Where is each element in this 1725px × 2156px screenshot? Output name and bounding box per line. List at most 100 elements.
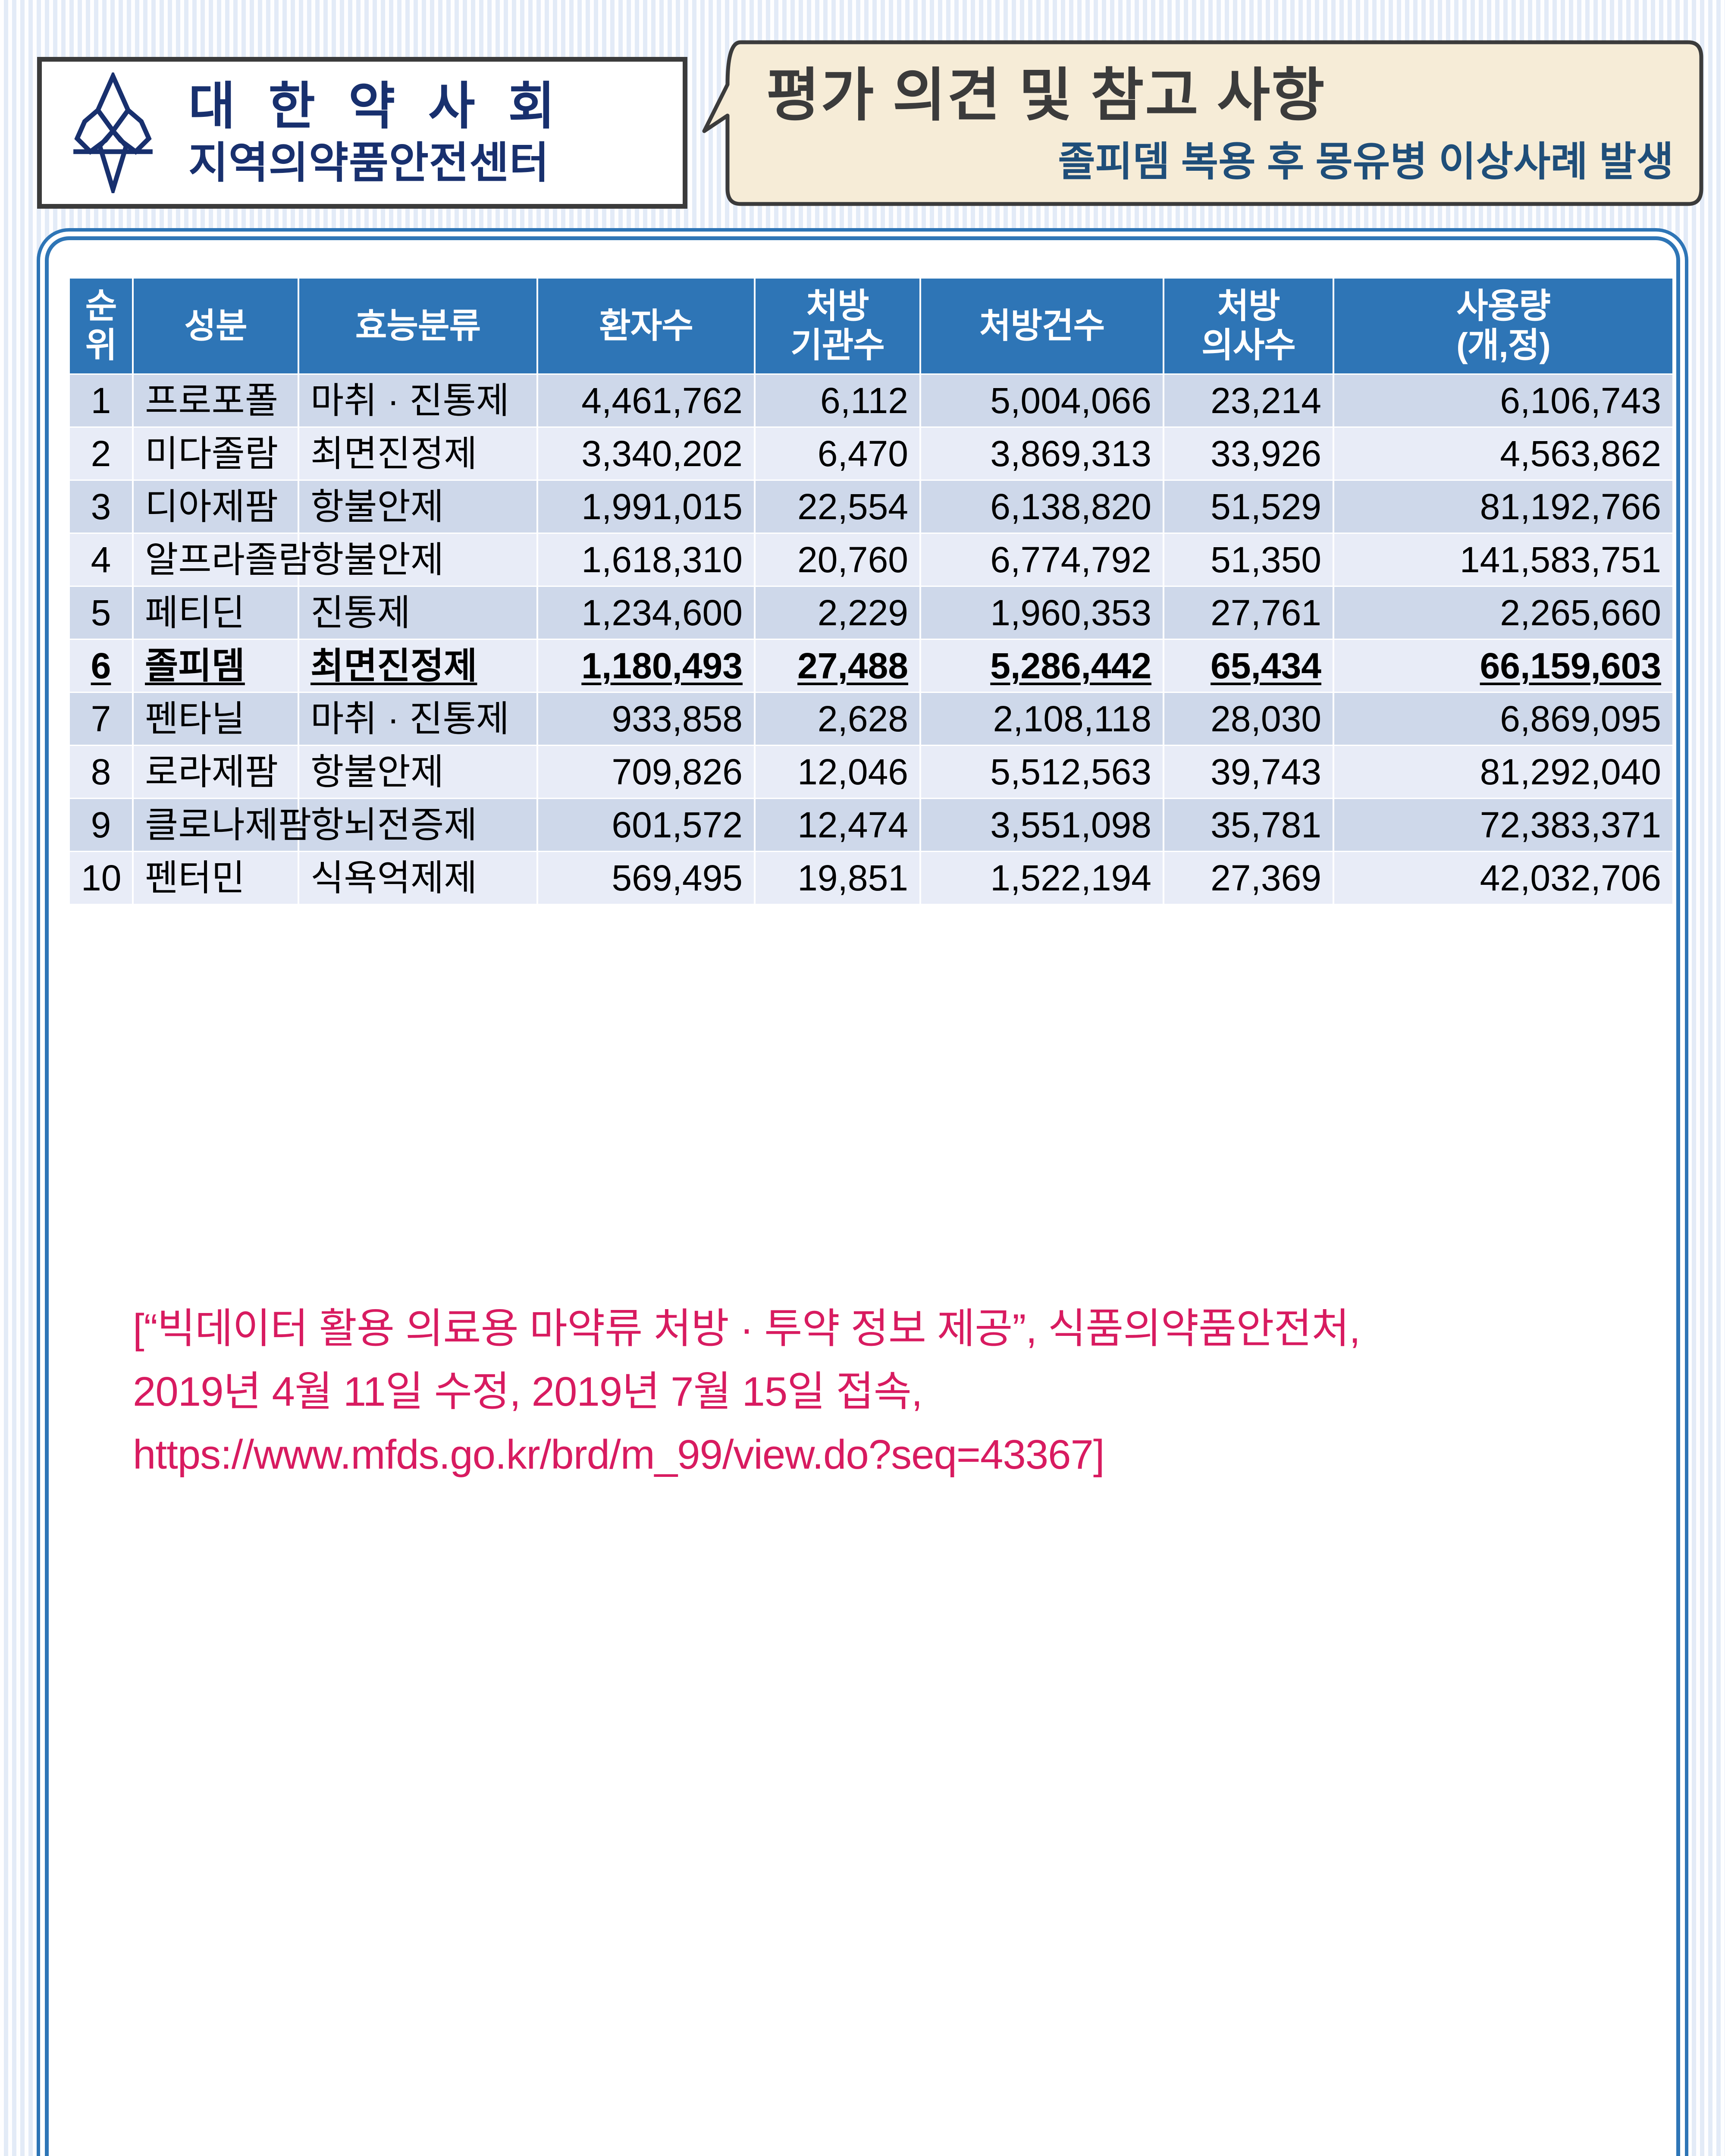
cell-rx: 2,108,118	[921, 693, 1163, 745]
cell-name: 페티딘	[134, 587, 298, 639]
citation-line-1: [“빅데이터 활용 의료용 마약류 처방 · 투약 정보 제공”, 식품의약품안…	[133, 1306, 1361, 1352]
cell-pat: 4,461,762	[538, 375, 754, 427]
cell-class: 항불안제	[299, 746, 536, 798]
cell-pat: 1,618,310	[538, 534, 754, 586]
logo-center-name: 지역의약품안전센터	[188, 139, 549, 187]
cell-rx: 1,960,353	[921, 587, 1163, 639]
table-row: 10 펜터민 식욕억제제 569,495 19,851 1,522,194 27,369 42…	[70, 852, 1672, 904]
cell-rank: 8	[70, 746, 132, 798]
cell-amt: 66,159,603	[1334, 640, 1672, 692]
cell-rx: 3,551,098	[921, 799, 1163, 851]
cell-pat: 1,991,015	[538, 481, 754, 533]
cell-inst: 2,628	[756, 693, 919, 745]
cell-class: 최면진정제	[299, 640, 536, 692]
cell-inst: 22,554	[756, 481, 919, 533]
page-header: 대 한 약 사 회 지역의약품안전센터 평가 의견 및 참고 사항 졸피뎀 복용…	[0, 0, 1725, 216]
organization-logo-box: 대 한 약 사 회 지역의약품안전센터	[37, 57, 687, 209]
cell-inst: 27,488	[756, 640, 919, 692]
cell-rx: 1,522,194	[921, 852, 1163, 904]
table-row: 1 프로포폴 마취 · 진통제 4,461,762 6,112 5,004,066 23,2…	[70, 375, 1672, 427]
cell-pat: 3,340,202	[538, 428, 754, 480]
title-callout: 평가 의견 및 참고 사항 졸피뎀 복용 후 몽유병 이상사례 발생	[701, 38, 1706, 208]
cell-name: 펜타닐	[134, 693, 298, 745]
column-header-rx: 처방건수	[921, 279, 1163, 374]
page-title: 평가 의견 및 참고 사항	[766, 63, 1326, 128]
cell-class: 마취 · 진통제	[299, 375, 536, 427]
cell-inst: 12,046	[756, 746, 919, 798]
cell-class: 식욕억제제	[299, 852, 536, 904]
cell-doc: 65,434	[1164, 640, 1333, 692]
cell-pat: 1,234,600	[538, 587, 754, 639]
cell-pat: 1,180,493	[538, 640, 754, 692]
cell-inst: 2,229	[756, 587, 919, 639]
cell-pat: 709,826	[538, 746, 754, 798]
cell-name: 디아제팜	[134, 481, 298, 533]
cell-doc: 35,781	[1164, 799, 1333, 851]
cell-amt: 2,265,660	[1334, 587, 1672, 639]
table-row: 3 디아제팜 항불안제 1,991,015 22,554 6,138,820 51,529 8…	[70, 481, 1672, 533]
cell-amt: 72,383,371	[1334, 799, 1672, 851]
cell-rx: 3,869,313	[921, 428, 1163, 480]
cell-rank: 4	[70, 534, 132, 586]
cell-rank: 10	[70, 852, 132, 904]
cell-amt: 141,583,751	[1334, 534, 1672, 586]
cell-rank: 2	[70, 428, 132, 480]
callout-text-group: 평가 의견 및 참고 사항 졸피뎀 복용 후 몽유병 이상사례 발생	[701, 38, 1706, 208]
cell-amt: 6,869,095	[1334, 693, 1672, 745]
cell-inst: 19,851	[756, 852, 919, 904]
cell-pat: 933,858	[538, 693, 754, 745]
cell-class: 최면진정제	[299, 428, 536, 480]
table-row: 5 페티딘 진통제 1,234,600 2,229 1,960,353 27,761 2,26…	[70, 587, 1672, 639]
cell-inst: 12,474	[756, 799, 919, 851]
column-header-doc: 처방 의사수	[1164, 279, 1333, 374]
cell-name: 미다졸람	[134, 428, 298, 480]
cell-name: 클로나제팜	[134, 799, 311, 851]
cell-class: 항불안제	[299, 481, 536, 533]
citation-line-2: 2019년 4월 11일 수정, 2019년 7월 15일 접속,	[133, 1368, 923, 1415]
table-row: 4 알프라졸람 항불안제 1,618,310 20,760 6,774,792 51,350…	[70, 534, 1672, 586]
cell-rank: 7	[70, 693, 132, 745]
cell-pat: 601,572	[538, 799, 754, 851]
cell-rx: 6,138,820	[921, 481, 1163, 533]
page-subtitle: 졸피뎀 복용 후 몽유병 이상사례 발생	[1058, 139, 1674, 185]
column-header-name: 성분	[134, 279, 298, 374]
cell-rx: 5,286,442	[921, 640, 1163, 692]
column-header-class: 효능분류	[299, 279, 536, 374]
cell-name: 졸피뎀	[134, 640, 298, 692]
cell-amt: 42,032,706	[1334, 852, 1672, 904]
cell-doc: 51,529	[1164, 481, 1333, 533]
cell-class: 항뇌전증제	[299, 799, 536, 851]
cell-doc: 51,350	[1164, 534, 1333, 586]
narcotics-prescription-table: 순 위 성분 효능분류 환자수 처방 기관수 처방건수 처방 의사수 사용량 (개,정) 1 프로포폴 마…	[68, 277, 1674, 905]
cell-class: 진통제	[299, 587, 536, 639]
column-header-inst: 처방 기관수	[756, 279, 919, 374]
cell-doc: 33,926	[1164, 428, 1333, 480]
cell-doc: 27,369	[1164, 852, 1333, 904]
cell-rank: 6	[70, 640, 132, 692]
cell-name: 프로포폴	[134, 375, 298, 427]
cell-rx: 6,774,792	[921, 534, 1163, 586]
data-table-container: 순 위 성분 효능분류 환자수 처방 기관수 처방건수 처방 의사수 사용량 (개,정) 1 프로포폴 마…	[68, 277, 1672, 905]
table-row: 2 미다졸람 최면진정제 3,340,202 6,470 3,869,313 33,926 4…	[70, 428, 1672, 480]
table-row: 6 졸피뎀 최면진정제 1,180,493 27,488 5,286,442 65,434 6…	[70, 640, 1672, 692]
table-row: 7 펜타닐 마취 · 진통제 933,858 2,628 2,108,118 28,030 6…	[70, 693, 1672, 745]
column-header-amt: 사용량 (개,정)	[1334, 279, 1672, 374]
source-citation: [“빅데이터 활용 의료용 마약류 처방 · 투약 정보 제공”, 식품의약품안…	[133, 1297, 1642, 1486]
cell-rank: 3	[70, 481, 132, 533]
cell-doc: 39,743	[1164, 746, 1333, 798]
table-row: 9 클로나제팜 항뇌전증제 601,572 12,474 3,551,098 35,781 7…	[70, 799, 1672, 851]
cell-inst: 6,112	[756, 375, 919, 427]
cell-amt: 81,292,040	[1334, 746, 1672, 798]
cell-amt: 4,563,862	[1334, 428, 1672, 480]
cell-rank: 5	[70, 587, 132, 639]
cell-amt: 6,106,743	[1334, 375, 1672, 427]
cell-inst: 6,470	[756, 428, 919, 480]
pharmacy-emblem-icon	[73, 72, 153, 193]
column-header-pat: 환자수	[538, 279, 754, 374]
content-frame: 순 위 성분 효능분류 환자수 처방 기관수 처방건수 처방 의사수 사용량 (개,정) 1 프로포폴 마…	[45, 236, 1680, 2156]
cell-rx: 5,512,563	[921, 746, 1163, 798]
cell-name: 알프라졸람	[134, 534, 311, 586]
citation-line-3: https://www.mfds.go.kr/brd/m_99/view.do?…	[133, 1431, 1105, 1478]
cell-rx: 5,004,066	[921, 375, 1163, 427]
table-header: 순 위 성분 효능분류 환자수 처방 기관수 처방건수 처방 의사수 사용량 (개,정)	[70, 279, 1672, 374]
